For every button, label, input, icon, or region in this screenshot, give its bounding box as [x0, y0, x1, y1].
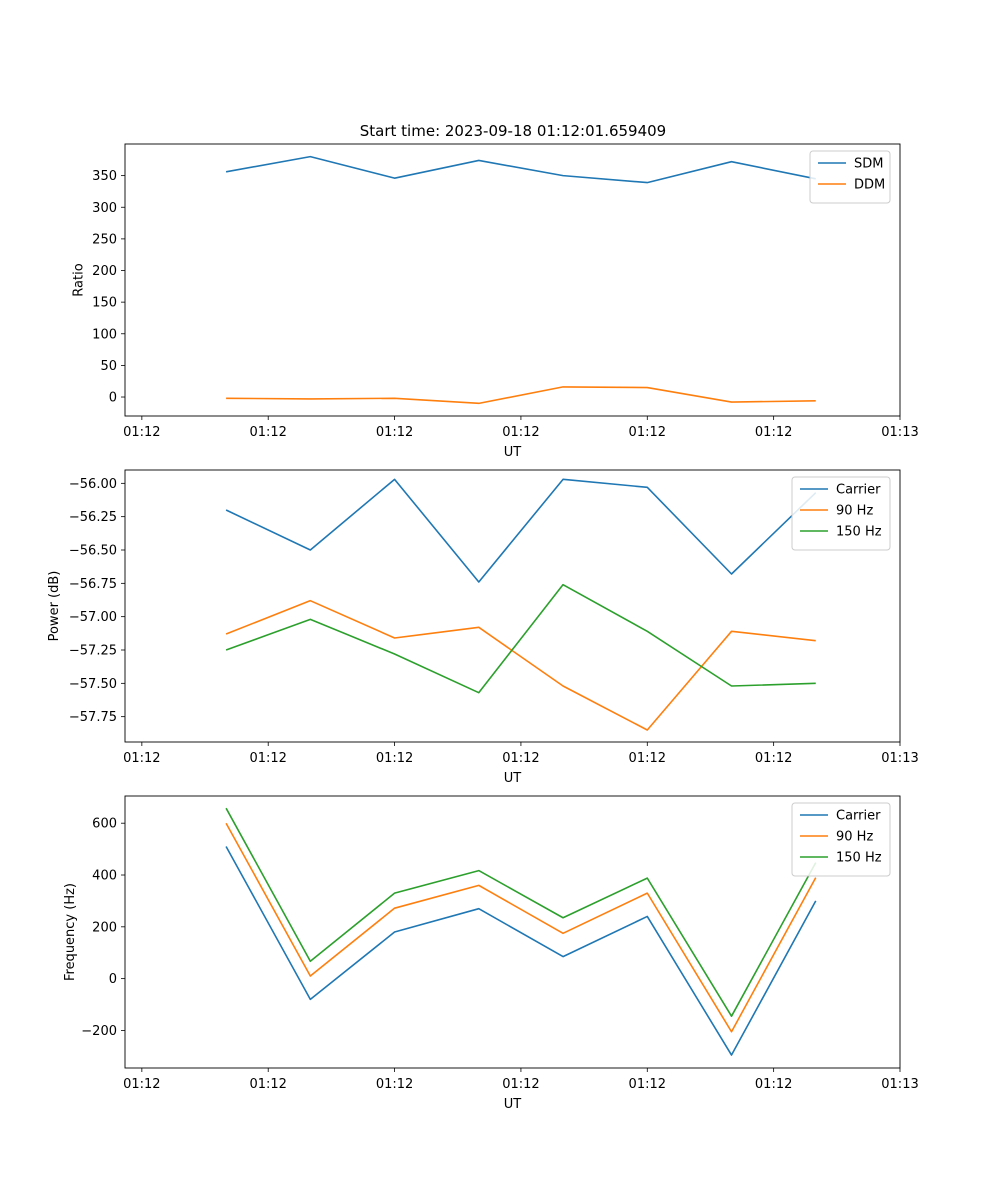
ratio-legend-label-sdm: SDM — [854, 157, 883, 172]
ratio-legend-label-ddm: DDM — [854, 178, 885, 193]
power-series-carrier-line — [225, 478, 817, 583]
frequency-x-tick-label: 01:13 — [881, 1077, 918, 1092]
frequency-series-150-hz-line — [225, 807, 817, 1017]
power-x-tick-label: 01:12 — [502, 751, 539, 766]
power-chart: 01:12 01:12 01:12 01:12 01:12 01:12 01:13 UT −56… — [47, 469, 919, 786]
frequency-x-tick-label: 01:12 — [376, 1077, 413, 1092]
ratio-x-tick-label: 01:12 — [755, 425, 792, 440]
frequency-series-90-hz-line — [225, 822, 817, 1033]
power-series-90-hz-line — [225, 599, 816, 731]
frequency-legend-label-90-hz: 90 Hz — [836, 830, 873, 845]
ratio-y-tick-label: 150 — [92, 296, 117, 311]
frequency-x-tick-label: 01:12 — [249, 1077, 286, 1092]
frequency-y-tick-label: 600 — [92, 817, 117, 832]
ratio-legend — [809, 150, 891, 204]
power-x-tick-label: 01:12 — [755, 751, 792, 766]
ratio-y-tick-label: 200 — [92, 264, 117, 279]
ratio-x-tick-label: 01:12 — [123, 425, 160, 440]
power-x-tick-label: 01:12 — [629, 751, 666, 766]
ratio-y-tick-label: 100 — [92, 327, 117, 342]
ratio-y-tick-label: 50 — [100, 359, 117, 374]
ratio-series-sdm-line — [225, 155, 816, 184]
power-y-tick-label: −56.25 — [69, 510, 117, 525]
frequency-y-tick-label: −200 — [81, 1024, 117, 1039]
power-x-tick-label: 01:13 — [881, 751, 918, 766]
power-y-tick-label: −57.75 — [69, 710, 117, 725]
frequency-plot-frame — [124, 795, 901, 1069]
frequency-y-axis-label: Frequency (Hz) — [63, 883, 78, 981]
frequency-x-tick-label: 01:12 — [123, 1077, 160, 1092]
power-x-tick-label: 01:12 — [249, 751, 286, 766]
ratio-x-tick-label: 01:12 — [376, 425, 413, 440]
frequency-y-tick-label: 0 — [109, 972, 117, 987]
power-y-tick-label: −57.00 — [69, 610, 117, 625]
power-x-tick-label: 01:12 — [123, 751, 160, 766]
power-legend-label-carrier: Carrier — [836, 483, 881, 498]
frequency-x-tick-label: 01:12 — [502, 1077, 539, 1092]
ratio-plot-frame — [124, 143, 901, 417]
ratio-x-tick-label: 01:12 — [249, 425, 286, 440]
power-y-tick-label: −56.50 — [69, 544, 117, 559]
frequency-chart: 01:12 01:12 01:12 01:12 01:12 01:12 01:13 UT 600… — [63, 795, 919, 1112]
power-y-tick-label: −57.25 — [69, 644, 117, 659]
power-legend-label-90-hz: 90 Hz — [836, 504, 873, 519]
frequency-legend-label-150-hz: 150 Hz — [836, 851, 882, 866]
ratio-x-tick-label: 01:13 — [881, 425, 918, 440]
figure-title: Start time: 2023-09-18 01:12:01.659409 — [360, 122, 666, 140]
power-y-axis-label: Power (dB) — [47, 571, 62, 642]
ratio-x-axis-label: UT — [504, 445, 522, 460]
power-x-axis-label: UT — [504, 771, 522, 786]
frequency-x-tick-label: 01:12 — [629, 1077, 666, 1092]
power-y-tick-label: −56.00 — [69, 477, 117, 492]
ratio-x-tick-label: 01:12 — [502, 425, 539, 440]
ratio-y-tick-label: 250 — [92, 232, 117, 247]
frequency-x-tick-label: 01:12 — [755, 1077, 792, 1092]
ratio-x-tick-label: 01:12 — [629, 425, 666, 440]
power-legend-label-150-hz: 150 Hz — [836, 525, 882, 540]
ratio-y-tick-label: 350 — [92, 169, 117, 184]
frequency-y-tick-label: 200 — [92, 920, 117, 935]
power-plot-frame — [124, 469, 901, 743]
frequency-series-carrier-line — [225, 846, 817, 1056]
power-series-150-hz-line — [225, 583, 816, 694]
frequency-x-axis-label: UT — [504, 1097, 522, 1112]
ratio-y-axis-label: Ratio — [71, 263, 86, 296]
frequency-y-tick-label: 400 — [92, 869, 117, 884]
power-y-tick-label: −57.50 — [69, 677, 117, 692]
power-x-tick-label: 01:12 — [376, 751, 413, 766]
ratio-y-tick-label: 300 — [92, 201, 117, 216]
ratio-series-ddm-line — [226, 386, 816, 405]
frequency-legend-label-carrier: Carrier — [836, 809, 881, 824]
power-y-tick-label: −56.75 — [69, 577, 117, 592]
ratio-y-tick-label: 0 — [109, 391, 117, 406]
ratio-chart: 01:12 01:12 01:12 01:12 01:12 01:12 01:13 UT 0 50… — [71, 143, 919, 460]
